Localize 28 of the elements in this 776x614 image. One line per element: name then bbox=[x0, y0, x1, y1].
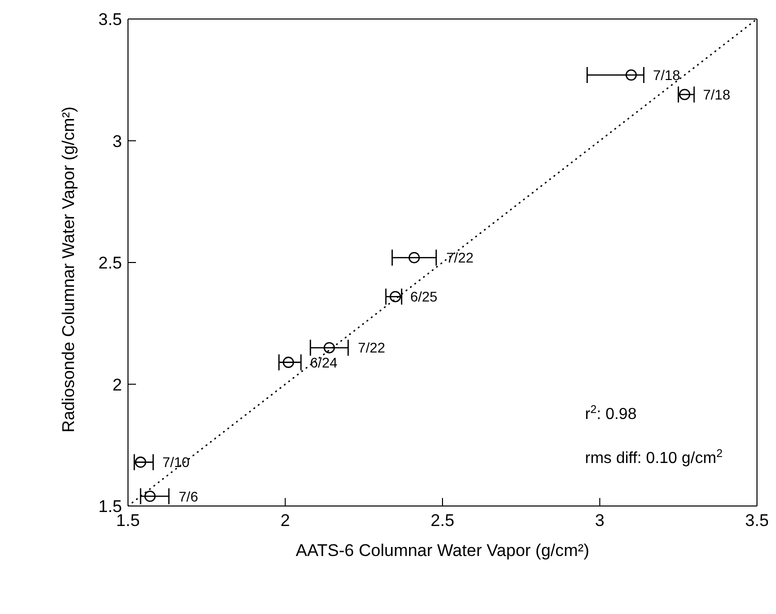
x-tick-label: 3 bbox=[595, 511, 604, 530]
y-tick-label: 3.5 bbox=[98, 10, 122, 30]
point bbox=[134, 456, 146, 468]
point bbox=[390, 290, 401, 302]
x-tick-label: 2.5 bbox=[430, 511, 454, 530]
point bbox=[626, 69, 637, 81]
annotation: 6/24 bbox=[310, 354, 338, 370]
x-axis-title: AATS-6 Columnar Water Vapor (g/cm²) bbox=[296, 541, 590, 560]
point bbox=[144, 490, 156, 502]
x-tick-label: 2 bbox=[280, 511, 290, 530]
point bbox=[282, 356, 294, 368]
annotation: 7/18 bbox=[652, 67, 680, 84]
annotation: 6/25 bbox=[410, 288, 438, 305]
point bbox=[679, 88, 690, 100]
y-tick-label: 3 bbox=[112, 132, 122, 151]
point bbox=[408, 252, 420, 264]
annotation: 7/22 bbox=[358, 340, 386, 356]
annotation: rms diff: 0.10 g/cm$^{2}$ bbox=[585, 448, 723, 467]
annotation: 7/6 bbox=[178, 488, 198, 504]
annotation: 7/18 bbox=[702, 86, 730, 102]
point bbox=[324, 342, 335, 354]
y-tick-label: 2.5 bbox=[98, 254, 122, 273]
y-tick-label: 2 bbox=[112, 375, 122, 394]
x-tick-label: 3.5 bbox=[745, 511, 769, 530]
annotation: r$^{2}$: 0.98 bbox=[585, 404, 637, 423]
y-axis-title: Radiosonde Columnar Water Vapor (g/cm²) bbox=[59, 106, 78, 432]
annotation: 7/10 bbox=[162, 454, 190, 470]
annotation: 7/22 bbox=[446, 250, 474, 266]
